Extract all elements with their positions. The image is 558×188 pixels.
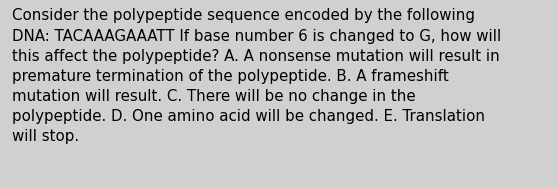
Text: Consider the polypeptide sequence encoded by the following
DNA: TACAAAGAAATT If : Consider the polypeptide sequence encode… [12,8,502,144]
